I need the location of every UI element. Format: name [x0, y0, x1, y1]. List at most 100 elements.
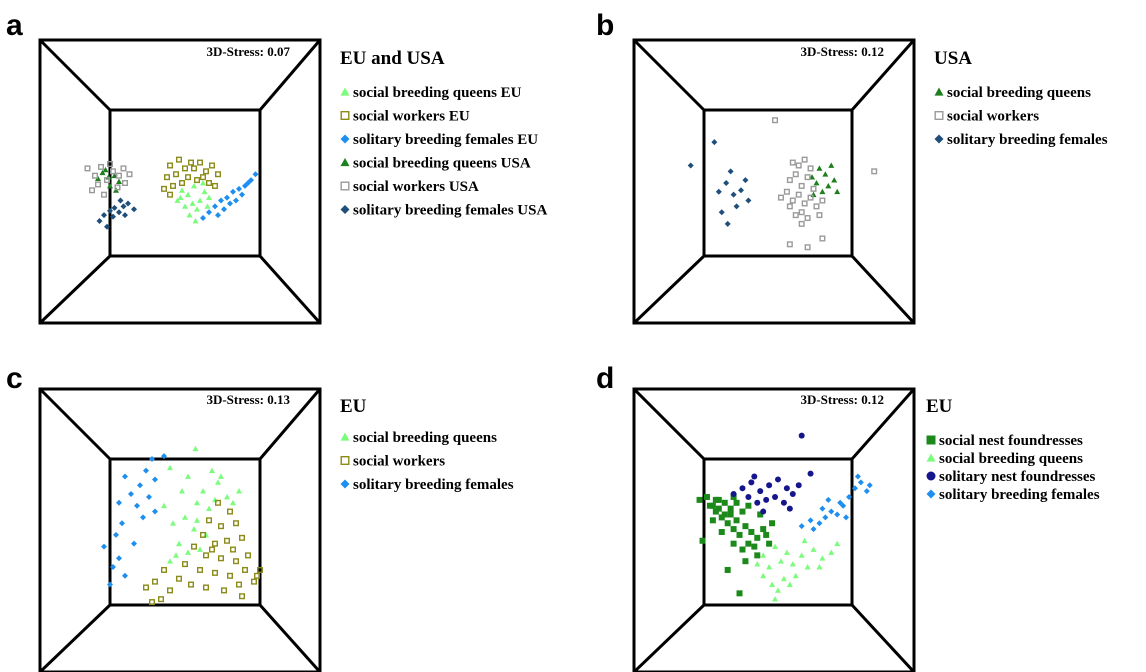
data-point	[177, 194, 184, 200]
data-point	[91, 172, 98, 179]
data-point	[196, 159, 203, 166]
stress-label: 3D-Stress: 0.12	[800, 44, 884, 59]
data-point	[783, 485, 790, 492]
data-point	[751, 543, 758, 550]
data-point	[703, 493, 710, 500]
data-point	[754, 499, 761, 506]
data-point	[235, 581, 242, 588]
data-point	[745, 540, 752, 547]
data-point	[185, 473, 191, 479]
data-point	[103, 177, 110, 184]
data-point	[106, 161, 113, 168]
data-point	[192, 445, 199, 452]
data-point	[798, 182, 805, 189]
data-point	[170, 520, 176, 526]
data-point	[95, 175, 101, 182]
legend-marker	[926, 471, 936, 481]
data-point	[250, 578, 257, 585]
data-point	[194, 206, 200, 212]
data-point	[201, 188, 208, 195]
data-point	[816, 212, 823, 219]
data-point	[206, 505, 212, 512]
legend-marker	[340, 87, 350, 96]
data-point	[751, 473, 758, 480]
data-point	[245, 180, 251, 186]
data-point	[804, 215, 811, 222]
data-point	[181, 561, 188, 568]
data-point	[227, 200, 233, 207]
data-point	[192, 217, 199, 224]
box-edge	[258, 254, 322, 325]
legend-marker	[340, 479, 350, 489]
legend-marker	[934, 110, 944, 120]
data-point	[706, 502, 713, 509]
data-point	[730, 526, 737, 533]
data-point	[223, 537, 230, 544]
data-point	[775, 587, 781, 593]
data-point	[711, 139, 718, 146]
data-point	[727, 168, 734, 175]
data-point	[221, 206, 227, 213]
data-point	[190, 543, 197, 550]
data-point	[730, 191, 737, 198]
legend-marker	[340, 181, 350, 191]
stress-label: 3D-Stress: 0.13	[206, 392, 290, 407]
data-point	[149, 456, 155, 462]
data-point	[738, 187, 744, 194]
panel-letter: d	[596, 362, 614, 395]
data-point	[134, 502, 140, 509]
data-point	[96, 217, 103, 224]
data-point	[229, 546, 236, 553]
box-edge	[632, 387, 706, 461]
data-point	[786, 581, 793, 587]
data-point	[241, 566, 248, 573]
data-point	[748, 479, 755, 486]
data-point	[140, 514, 146, 521]
data-point	[160, 566, 167, 573]
data-point	[780, 499, 787, 506]
data-point	[215, 212, 221, 219]
data-point	[107, 581, 113, 588]
data-point	[116, 499, 122, 506]
data-point	[745, 197, 752, 204]
data-point	[116, 555, 122, 562]
data-point	[789, 159, 796, 166]
data-point	[715, 505, 722, 512]
data-point	[819, 555, 826, 561]
data-point	[187, 581, 194, 588]
legend-marker	[934, 134, 944, 144]
legend-label: social breeding queens	[947, 85, 1091, 101]
data-point	[236, 488, 242, 494]
box-edge	[850, 254, 916, 325]
data-point	[766, 540, 773, 547]
data-point	[857, 479, 864, 486]
data-point	[196, 566, 203, 573]
data-point	[131, 540, 137, 547]
data-point	[828, 549, 835, 555]
data-point	[152, 476, 158, 483]
data-point	[837, 499, 844, 506]
box-edge	[38, 254, 112, 325]
data-point	[167, 464, 173, 471]
legend-marker	[340, 432, 350, 441]
data-point	[807, 470, 814, 477]
data-point	[202, 584, 209, 591]
box-edge	[850, 39, 916, 111]
data-point	[775, 476, 781, 483]
data-point	[748, 529, 755, 535]
data-point	[777, 194, 784, 201]
data-point	[721, 499, 728, 506]
data-point	[226, 508, 233, 515]
data-point	[224, 194, 230, 201]
data-point	[807, 194, 814, 201]
data-point	[757, 488, 764, 495]
data-point	[206, 209, 212, 216]
data-point	[760, 572, 767, 579]
data-point	[696, 496, 703, 503]
data-point	[122, 473, 128, 480]
data-point	[143, 467, 149, 474]
data-point	[766, 564, 773, 570]
data-point	[166, 587, 173, 594]
data-point	[197, 197, 203, 203]
legend-label: solitary breeding females	[947, 132, 1108, 148]
